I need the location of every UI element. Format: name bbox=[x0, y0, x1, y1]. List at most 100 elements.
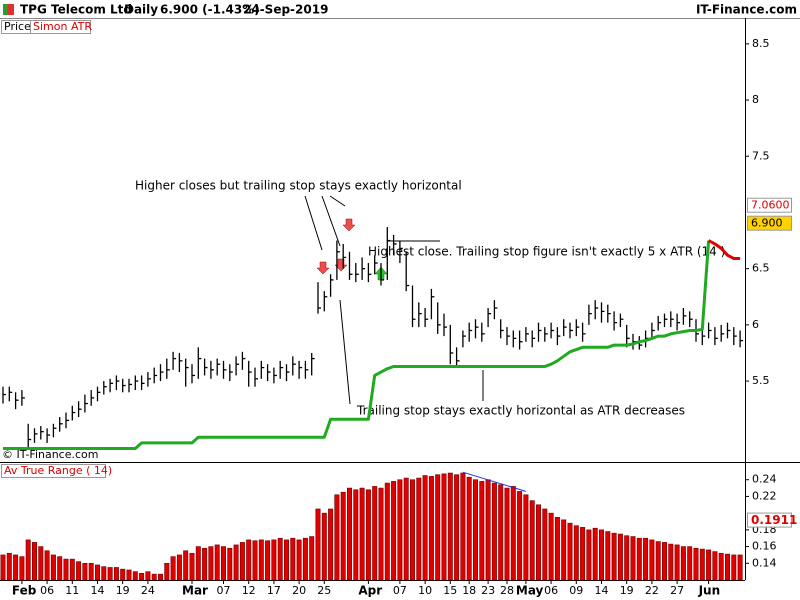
x-tick-label: Feb bbox=[12, 584, 37, 598]
atr-bar bbox=[384, 482, 390, 581]
atr-bar bbox=[158, 573, 164, 581]
atr-bar bbox=[466, 476, 472, 581]
tab-label[interactable]: Simon ATR bbox=[33, 20, 92, 33]
atr-bar bbox=[699, 548, 705, 581]
period: Daily bbox=[124, 3, 158, 17]
atr-bar bbox=[31, 542, 37, 581]
atr-bar bbox=[655, 541, 661, 581]
y-tick-label: 8 bbox=[752, 93, 759, 106]
atr-bar bbox=[491, 482, 497, 581]
atr-bar bbox=[592, 527, 598, 581]
sell-arrow bbox=[316, 261, 330, 275]
atr-bar bbox=[630, 536, 636, 581]
value-marker-label: 0.1911 bbox=[751, 513, 797, 527]
atr-bar bbox=[25, 539, 31, 581]
y-tick-label: 0.14 bbox=[752, 556, 777, 569]
atr-bar bbox=[611, 532, 617, 581]
x-tick-label: 07 bbox=[217, 584, 231, 597]
atr-bar bbox=[661, 542, 667, 581]
x-tick-label: Apr bbox=[358, 584, 382, 598]
atr-bar bbox=[302, 537, 308, 581]
atr-bar bbox=[13, 554, 19, 581]
atr-bar bbox=[271, 539, 277, 581]
atr-bar bbox=[258, 539, 264, 581]
copyright: © IT-Finance.com bbox=[2, 448, 99, 461]
annotation: Higher closes but trailing stop stays ex… bbox=[135, 179, 462, 193]
atr-bar bbox=[283, 539, 289, 581]
atr-bar bbox=[712, 551, 718, 581]
atr-bar bbox=[510, 486, 516, 581]
atr-bar bbox=[145, 571, 151, 581]
atr-bar bbox=[57, 556, 63, 581]
atr-bar bbox=[693, 547, 699, 581]
y-tick-label: 0.16 bbox=[752, 540, 777, 553]
atr-bar bbox=[195, 546, 201, 581]
atr-bar bbox=[315, 508, 321, 581]
atr-bar bbox=[164, 562, 170, 581]
atr-bar bbox=[214, 544, 220, 581]
atr-bar bbox=[422, 475, 428, 581]
atr-bar bbox=[542, 508, 548, 581]
date: 24-Sep-2019 bbox=[243, 3, 328, 17]
pointer bbox=[304, 195, 323, 251]
atr-bar bbox=[479, 481, 485, 581]
x-tick-label: Jun bbox=[698, 584, 721, 598]
atr-bar bbox=[428, 476, 434, 581]
atr-bar bbox=[498, 484, 504, 581]
atr-bar bbox=[435, 474, 441, 581]
atr-bar bbox=[523, 494, 529, 581]
atr-bar bbox=[334, 494, 340, 581]
x-tick-label: 10 bbox=[418, 584, 432, 597]
atr-bar bbox=[221, 546, 227, 581]
tab-label[interactable]: Price bbox=[4, 20, 31, 33]
x-tick-label: 19 bbox=[116, 584, 130, 597]
atr-bar bbox=[687, 546, 693, 581]
value-marker bbox=[747, 197, 792, 213]
atr-bar bbox=[126, 569, 132, 581]
atr-bar bbox=[19, 556, 25, 581]
site: IT-Finance.com bbox=[696, 3, 797, 17]
y-tick-label: 6.5 bbox=[752, 262, 770, 275]
x-tick-label: Mar bbox=[182, 584, 208, 598]
atr-bar bbox=[346, 487, 352, 581]
atr-bar bbox=[0, 554, 6, 581]
atr-bar bbox=[321, 512, 327, 581]
atr-bar bbox=[529, 500, 535, 581]
atr-bar bbox=[617, 533, 623, 581]
atr-bar bbox=[636, 537, 642, 581]
atr-bar bbox=[296, 539, 302, 581]
atr-bar bbox=[309, 536, 315, 581]
x-tick-label: 06 bbox=[544, 584, 558, 597]
atr-bar bbox=[151, 573, 157, 581]
x-tick-label: 22 bbox=[645, 584, 659, 597]
atr-bar bbox=[460, 472, 466, 581]
atr-bar bbox=[88, 562, 94, 581]
atr-bar bbox=[227, 547, 233, 581]
atr-bar bbox=[624, 535, 630, 581]
atr-bar bbox=[170, 556, 176, 581]
pointer bbox=[339, 299, 351, 405]
annotation: Trailing stop stays exactly horizontal a… bbox=[356, 404, 685, 418]
pointer bbox=[329, 195, 346, 207]
x-tick-label: 27 bbox=[670, 584, 684, 597]
annotation: Highest close. Trailing stop figure isn'… bbox=[368, 245, 725, 259]
y-tick-label: 0.22 bbox=[752, 489, 777, 502]
tab[interactable] bbox=[30, 20, 91, 34]
atr-bar bbox=[365, 489, 371, 581]
atr-bar bbox=[353, 489, 359, 581]
atr-bar bbox=[561, 519, 567, 581]
atr-bar bbox=[277, 537, 283, 581]
y-tick-label: 7.5 bbox=[752, 149, 770, 162]
atr-bar bbox=[580, 527, 586, 581]
atr-bar bbox=[359, 487, 365, 581]
atr-bar bbox=[233, 544, 239, 581]
x-tick-label: 23 bbox=[481, 584, 495, 597]
change: 6.900 (-1.43%) bbox=[160, 3, 260, 17]
atr-bar bbox=[573, 525, 579, 581]
x-tick-label: 20 bbox=[292, 584, 306, 597]
atr-bar bbox=[649, 539, 655, 581]
atr-bar bbox=[548, 512, 554, 581]
atr-bar bbox=[82, 562, 88, 581]
atr-bar bbox=[447, 472, 453, 581]
